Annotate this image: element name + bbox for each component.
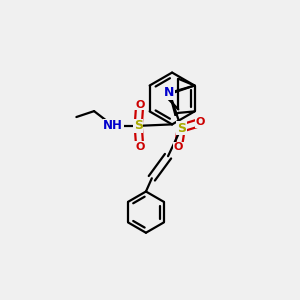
Text: N: N [164,86,175,99]
Text: O: O [135,100,144,110]
Text: O: O [174,142,183,152]
Text: S: S [177,122,186,135]
Text: O: O [196,117,205,127]
Text: S: S [134,119,143,132]
Text: NH: NH [103,119,123,132]
Text: O: O [135,142,144,152]
